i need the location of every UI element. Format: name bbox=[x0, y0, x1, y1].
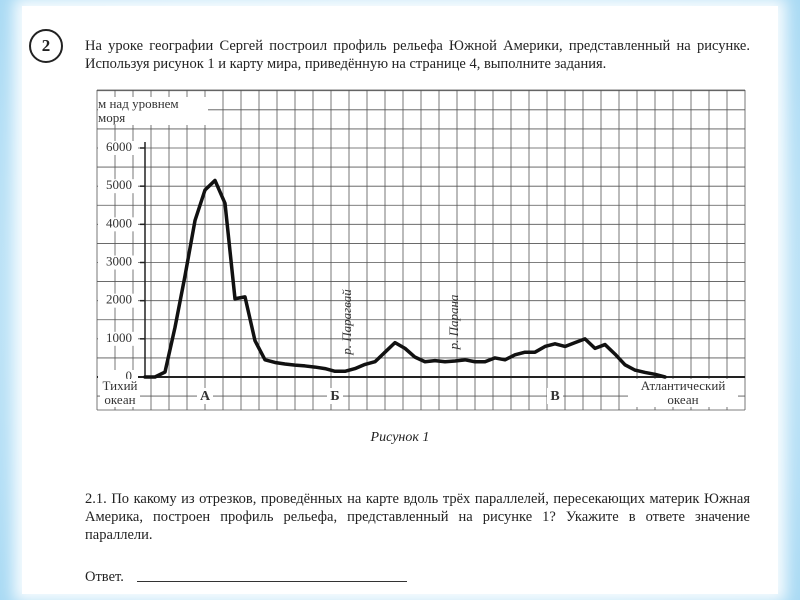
tick-label-bg bbox=[197, 388, 213, 404]
ocean-label: Атлантический океан bbox=[628, 379, 738, 407]
y-tick-label: 2000 bbox=[106, 292, 132, 307]
y-tick-label: 0 bbox=[126, 368, 133, 383]
figure-caption: Рисунок 1 bbox=[370, 430, 430, 445]
x-tick-label: Б bbox=[330, 389, 339, 404]
x-tick-label: А bbox=[200, 389, 211, 404]
tick-label-bg bbox=[98, 255, 138, 270]
tick-label-bg bbox=[98, 331, 138, 346]
answer-label: Ответ. bbox=[85, 569, 124, 585]
y-tick-label: 6000 bbox=[106, 139, 132, 154]
river-label: р. Парагвай bbox=[339, 289, 354, 356]
question-number: 2 bbox=[29, 29, 63, 63]
answer-line bbox=[137, 581, 407, 582]
intro-text: На уроке географии Сергей построил профи… bbox=[85, 38, 750, 72]
y-axis-label: м над уровнем моря bbox=[98, 97, 208, 125]
tick-label-bg bbox=[98, 179, 138, 194]
tick-label-bg bbox=[98, 217, 138, 232]
x-tick-label: В bbox=[550, 389, 559, 404]
tick-label-bg bbox=[547, 388, 563, 404]
y-tick-label: 4000 bbox=[106, 215, 132, 230]
y-tick-label: 3000 bbox=[106, 253, 132, 268]
tick-label-bg bbox=[98, 141, 138, 155]
y-tick-label: 1000 bbox=[106, 330, 132, 345]
river-label: р. Парана bbox=[446, 294, 461, 350]
y-tick-label: 5000 bbox=[106, 177, 132, 192]
profile-line bbox=[143, 178, 667, 379]
tick-label-bg bbox=[327, 388, 343, 404]
tick-label-bg bbox=[98, 293, 138, 308]
question-text: 2.1. По какому из отрезков, проведённых … bbox=[85, 491, 750, 543]
ocean-label: Тихий океан bbox=[100, 379, 140, 407]
